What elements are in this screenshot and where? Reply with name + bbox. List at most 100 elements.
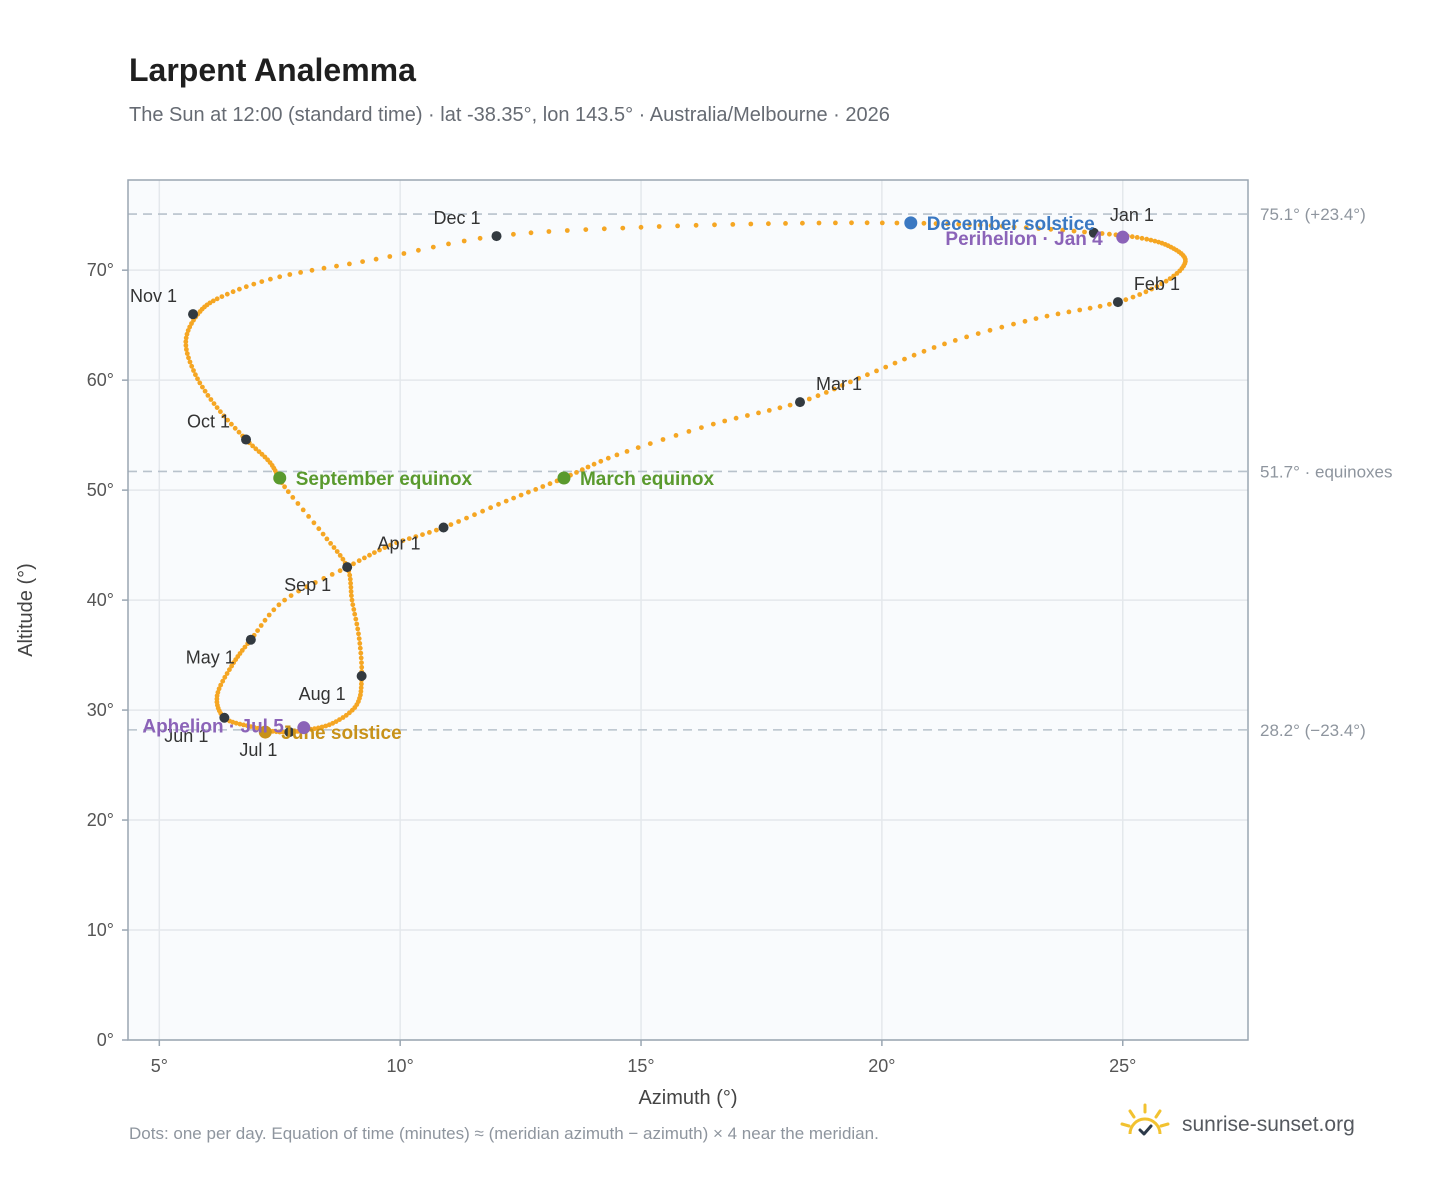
day-dot [605,455,611,461]
day-dot [503,498,509,504]
day-dot [477,235,483,241]
day-dot [200,384,205,390]
analemma-path [183,220,1188,735]
day-dot [255,725,261,731]
day-dot [849,220,854,226]
month-marker [795,397,805,408]
reference-line-label: 75.1° (+23.4°) [1260,205,1366,224]
chart-title: Larpent Analemma [129,52,416,88]
day-dot [304,584,310,590]
day-dot [511,495,516,501]
day-dot [229,663,235,669]
month-label: May 1 [186,648,235,668]
day-dot [197,380,203,386]
day-dot [456,519,461,524]
day-dot [1055,311,1061,317]
day-dot [1174,271,1180,276]
day-dot [233,720,239,726]
day-dot [347,261,352,267]
day-dot [733,415,739,421]
month-markers: Jan 1 Feb 1 Mar 1 Apr 1 May 1 Jun 1 Jul 1 Aug 1… [130,205,1180,760]
day-dot [1077,307,1083,313]
day-dot [1036,226,1041,231]
day-dot [358,689,364,694]
day-dot [276,602,282,608]
day-dot [184,351,190,356]
footnote: Dots: one per day. Equation of time (min… [129,1124,879,1143]
day-dot [416,247,421,253]
day-dot [783,221,788,226]
day-dot [730,222,736,227]
day-dot [222,674,228,680]
day-dot [921,220,927,226]
day-dot [189,363,195,369]
day-dot [298,270,303,275]
month-label: Jun 1 [164,726,208,746]
day-dot [461,238,467,244]
day-dot [722,418,728,424]
day-dot [806,396,812,402]
day-dot [892,360,898,366]
day-dot [748,221,754,227]
day-dot [1082,229,1087,235]
day-dot [259,279,265,284]
month-label: Oct 1 [187,412,230,432]
y-axis-label: Altitude (°) [15,563,37,657]
day-dot [367,552,372,558]
event-marker [258,725,272,739]
day-dot [864,220,870,226]
day-dot [686,429,692,434]
day-dot [195,376,200,382]
day-dot [766,408,772,413]
day-dot [316,526,322,532]
day-dot [331,545,337,550]
day-dot [324,536,330,542]
event-label: December solstice [927,214,1095,235]
day-dot [216,686,222,692]
month-marker [1112,297,1123,308]
day-dot [464,515,469,521]
day-dot [218,682,224,688]
day-dot [243,284,249,290]
day-dot [358,655,364,661]
day-dot [349,593,354,599]
day-dot [564,228,570,233]
month-label: Dec 1 [433,208,480,228]
day-dot [1087,305,1093,311]
month-marker [438,522,449,533]
month-label: Jul 1 [239,740,277,760]
day-dot [1107,231,1112,237]
day-dot [184,347,189,352]
day-dot [256,449,262,454]
day-dot [359,660,364,666]
day-dot [225,417,231,423]
day-dot [430,244,436,250]
day-dot [268,276,273,282]
day-dot [1123,297,1129,303]
day-dot [271,607,277,613]
day-dot [952,338,958,343]
day-dot [472,512,477,518]
brand[interactable]: sunrise-sunset.org [1118,1100,1355,1150]
day-dot [879,220,885,226]
day-dot [624,449,630,454]
day-dot [1134,235,1140,240]
day-dot [413,534,419,539]
day-dot [337,553,343,558]
day-dot [252,725,257,730]
day-dot [933,221,939,227]
day-dot [1152,238,1158,244]
y-tick-label: 0° [97,1030,114,1050]
day-dot [448,522,454,527]
day-dot [574,470,579,475]
day-dot [388,542,393,548]
day-dot [977,222,983,228]
day-dot [353,616,359,622]
day-dot [777,405,783,411]
day-dot [598,458,604,464]
day-dot [287,272,293,277]
day-dot [205,393,211,398]
y-tick-label: 20° [87,810,114,830]
day-dot [638,224,644,230]
day-dot [647,441,653,446]
